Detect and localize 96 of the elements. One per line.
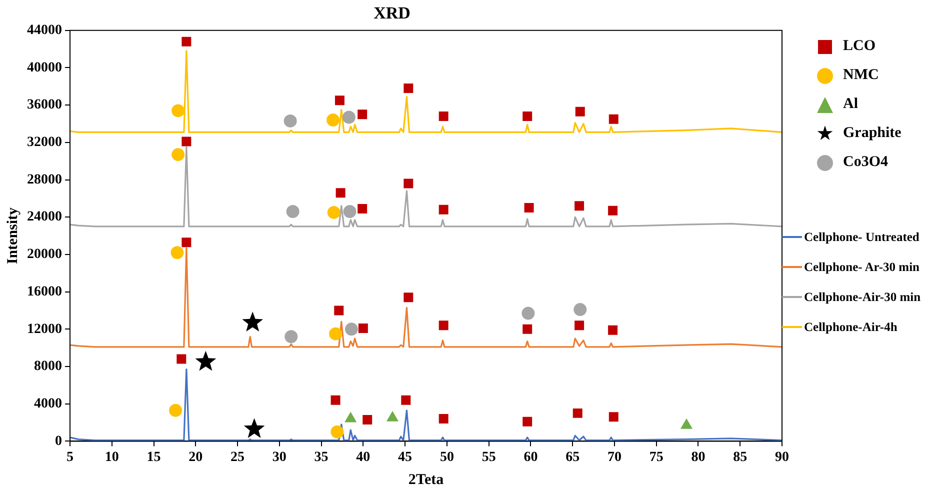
chart-title: XRD <box>374 4 410 23</box>
point <box>574 303 587 316</box>
point <box>329 327 342 340</box>
point <box>336 188 346 198</box>
y-tick-label: 4000 <box>34 396 62 412</box>
x-tick-label: 70 <box>607 450 622 466</box>
y-tick-label: 32000 <box>27 135 62 150</box>
x-axis-title: 2Teta <box>408 472 444 488</box>
x-tick-label: 90 <box>775 450 789 466</box>
point <box>438 320 448 330</box>
legend-label: LCO <box>843 38 876 55</box>
point <box>344 412 356 422</box>
point <box>344 322 358 336</box>
point <box>522 306 535 320</box>
y-tick-label: 28000 <box>27 172 62 188</box>
point <box>680 418 692 429</box>
point <box>334 306 344 316</box>
point <box>386 411 398 422</box>
point <box>438 204 448 214</box>
point <box>358 323 368 333</box>
legend-label: Cellphone- Ar-30 min <box>804 260 920 274</box>
legend-label: Cellphone-Air-30 min <box>804 290 921 304</box>
point <box>608 412 618 422</box>
point <box>358 110 368 120</box>
point <box>244 418 265 438</box>
legend-label: Cellphone- Untreated <box>804 230 920 244</box>
point <box>172 104 185 118</box>
point <box>169 404 182 417</box>
point <box>575 106 585 116</box>
x-tick-label: 30 <box>272 450 286 466</box>
x-tick-label: 85 <box>733 450 748 466</box>
point <box>572 408 582 418</box>
x-tick-label: 65 <box>566 450 580 466</box>
x-tick-label: 80 <box>691 450 706 466</box>
x-tick-label: 10 <box>104 450 119 466</box>
point <box>334 96 344 106</box>
y-tick-label: 16000 <box>27 284 62 300</box>
x-tick-label: 55 <box>482 450 496 466</box>
y-tick-label: 44000 <box>27 23 62 38</box>
point <box>362 414 372 424</box>
x-tick-label: 15 <box>146 450 161 466</box>
y-axis-title: Intensity <box>4 206 21 264</box>
point <box>182 36 192 46</box>
point <box>330 395 340 405</box>
x-tick-label: 45 <box>398 450 412 466</box>
point <box>330 425 344 438</box>
point <box>608 325 618 335</box>
point <box>342 110 356 124</box>
x-tick-label: 25 <box>230 450 245 466</box>
point <box>438 414 448 424</box>
x-tick-label: 50 <box>440 450 454 466</box>
point <box>284 330 298 344</box>
point <box>286 205 300 218</box>
point <box>195 350 216 371</box>
point <box>522 416 532 426</box>
x-tick-label: 20 <box>188 450 203 466</box>
point <box>284 114 297 128</box>
y-tick-label: 8000 <box>34 359 62 374</box>
legend-label: NMC <box>843 67 879 84</box>
y-tick-label: 20000 <box>27 247 62 262</box>
y-tick-label: 24000 <box>27 210 62 225</box>
legend-label: Cellphone-Air-4h <box>804 320 898 334</box>
point <box>358 204 368 214</box>
point <box>574 320 584 330</box>
point <box>326 114 340 127</box>
y-tick-label: 40000 <box>27 60 62 76</box>
x-tick-label: 40 <box>356 450 370 466</box>
x-tick-label: 5 <box>66 450 74 466</box>
legend-label: Co3O4 <box>843 154 888 171</box>
point <box>404 292 414 302</box>
point <box>343 205 356 218</box>
point <box>242 312 264 332</box>
legend-label: Graphite <box>843 125 902 142</box>
point <box>522 112 532 122</box>
x-tick-label: 75 <box>649 450 664 466</box>
point <box>608 114 618 124</box>
y-tick-label: 36000 <box>27 98 62 113</box>
point <box>404 84 414 94</box>
point <box>172 148 185 162</box>
y-tick-label: 0 <box>55 434 62 449</box>
x-tick-label: 60 <box>524 450 538 466</box>
point <box>170 246 184 260</box>
point <box>522 324 532 334</box>
point <box>574 201 584 211</box>
y-tick-label: 12000 <box>27 322 62 337</box>
x-tick-label: 35 <box>314 450 328 466</box>
point <box>327 206 340 219</box>
point <box>401 395 411 405</box>
point <box>176 354 186 364</box>
point <box>182 136 192 146</box>
point <box>524 203 534 213</box>
point <box>182 238 192 248</box>
point <box>608 206 618 216</box>
point <box>438 112 448 122</box>
legend-label: Al <box>843 96 858 113</box>
point <box>404 178 414 188</box>
